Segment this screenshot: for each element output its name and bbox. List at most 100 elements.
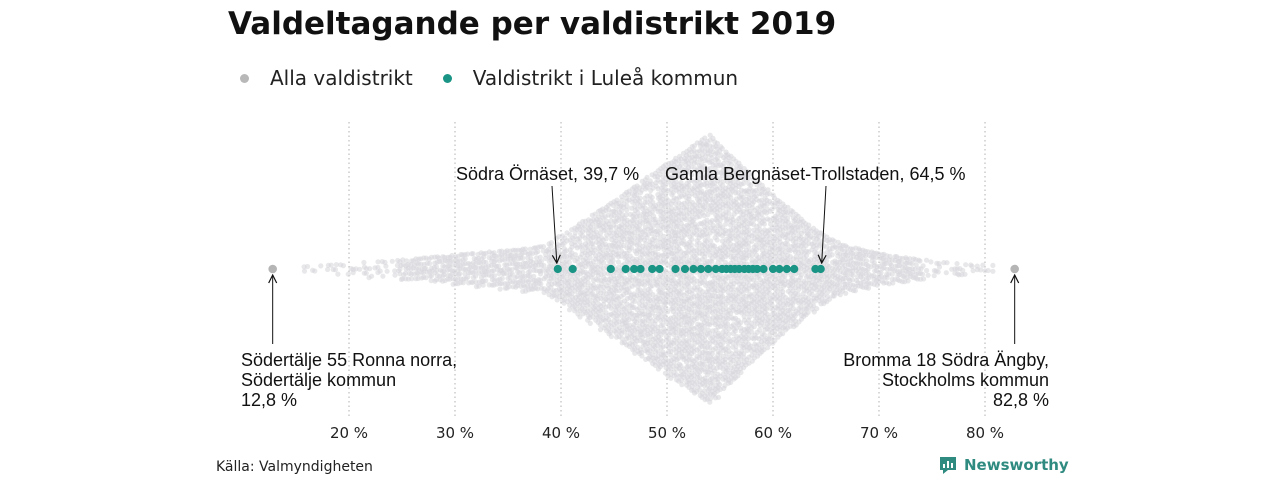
point-extreme xyxy=(1010,264,1019,274)
point-all-districts xyxy=(587,297,593,303)
point-all-districts xyxy=(506,284,512,290)
point-all-districts xyxy=(715,158,721,164)
point-all-districts xyxy=(717,381,723,388)
point-all-districts xyxy=(392,272,398,278)
extreme-points xyxy=(268,264,1019,274)
point-all-districts xyxy=(318,263,324,269)
point-all-districts xyxy=(577,314,583,320)
point-all-districts xyxy=(748,182,754,188)
point-all-districts xyxy=(784,241,791,247)
point-all-districts xyxy=(704,238,710,244)
x-tick-label: 40 % xyxy=(542,424,580,442)
point-all-districts xyxy=(689,236,695,242)
point-all-districts xyxy=(678,363,684,369)
point-all-districts xyxy=(761,221,767,227)
point-all-districts xyxy=(717,350,723,356)
chart-title: Valdeltagande per valdistrikt 2019 xyxy=(228,6,837,42)
x-tick-label: 70 % xyxy=(860,424,898,442)
point-all-districts xyxy=(383,263,389,269)
point-all-districts xyxy=(735,294,741,300)
point-all-districts xyxy=(644,174,650,180)
point-all-districts xyxy=(649,231,655,237)
x-tick-label: 60 % xyxy=(754,424,792,442)
legend-swatch-lulea-districts xyxy=(442,73,452,83)
point-all-districts xyxy=(772,337,778,344)
point-all-districts xyxy=(340,263,346,269)
point-all-districts xyxy=(686,182,692,188)
point-all-districts xyxy=(943,270,949,276)
point-all-districts xyxy=(725,344,731,350)
point-all-districts xyxy=(624,203,630,209)
point-all-districts xyxy=(714,237,720,243)
point-all-districts xyxy=(944,260,950,266)
point-all-districts xyxy=(598,230,604,236)
point-all-districts xyxy=(748,343,754,349)
point-all-districts xyxy=(600,247,606,253)
point-all-districts xyxy=(660,338,666,344)
x-tick-label: 20 % xyxy=(330,424,368,442)
point-all-districts xyxy=(663,268,669,275)
point-all-districts xyxy=(572,252,579,258)
point-all-districts xyxy=(304,263,311,270)
point-lulea xyxy=(680,264,690,274)
point-all-districts xyxy=(925,272,931,278)
point-all-districts xyxy=(723,221,729,227)
point-all-districts xyxy=(608,218,614,224)
point-all-districts xyxy=(462,256,468,262)
point-all-districts xyxy=(784,215,791,221)
point-all-districts xyxy=(392,268,398,274)
point-all-districts xyxy=(678,161,684,167)
point-all-districts xyxy=(607,329,614,335)
point-all-districts xyxy=(639,349,645,355)
point-all-districts xyxy=(628,245,635,251)
point-all-districts xyxy=(662,328,668,334)
point-all-districts xyxy=(328,262,334,268)
point-all-districts xyxy=(865,267,871,273)
point-all-districts xyxy=(470,251,476,257)
point-all-districts xyxy=(548,243,554,249)
legend: Alla valdistrikt Valdistrikt i Luleå kom… xyxy=(240,66,738,90)
point-all-districts xyxy=(806,222,812,228)
x-tick-label: 80 % xyxy=(966,424,1004,442)
point-all-districts xyxy=(787,248,793,254)
legend-label-lulea-districts: Valdistrikt i Luleå kommun xyxy=(472,66,739,90)
point-all-districts xyxy=(667,237,674,243)
point-all-districts xyxy=(936,264,943,270)
point-all-districts xyxy=(668,352,674,358)
point-all-districts xyxy=(813,245,819,251)
point-all-districts xyxy=(660,322,666,328)
point-all-districts xyxy=(464,251,471,257)
point-all-districts xyxy=(527,273,533,279)
point-all-districts xyxy=(535,286,541,292)
legend-item-lulea-districts: Valdistrikt i Luleå kommun xyxy=(442,66,739,90)
point-all-districts xyxy=(674,251,680,257)
point-all-districts xyxy=(738,320,744,326)
point-all-districts xyxy=(704,312,711,318)
point-all-districts xyxy=(460,280,466,286)
point-all-districts xyxy=(724,321,731,327)
point-all-districts xyxy=(433,277,439,283)
point-all-districts xyxy=(928,259,934,265)
point-all-districts xyxy=(619,335,625,342)
point-all-districts xyxy=(766,230,773,236)
point-all-districts xyxy=(757,327,763,333)
point-all-districts xyxy=(728,162,735,168)
point-all-districts xyxy=(509,271,515,277)
point-all-districts xyxy=(919,271,926,277)
point-all-districts xyxy=(970,268,976,274)
point-all-districts xyxy=(909,260,915,267)
x-tick-label: 30 % xyxy=(436,424,474,442)
point-all-districts xyxy=(741,351,747,357)
point-all-districts xyxy=(428,278,434,284)
point-all-districts xyxy=(732,328,738,334)
point-all-districts xyxy=(814,306,820,312)
point-all-districts xyxy=(520,269,526,275)
point-all-districts xyxy=(849,277,856,283)
point-all-districts xyxy=(785,204,791,210)
point-all-districts xyxy=(699,169,705,175)
point-all-districts xyxy=(429,273,435,279)
point-all-districts xyxy=(888,262,895,268)
point-all-districts xyxy=(878,270,884,276)
point-all-districts xyxy=(920,263,926,269)
point-lulea xyxy=(671,264,680,274)
